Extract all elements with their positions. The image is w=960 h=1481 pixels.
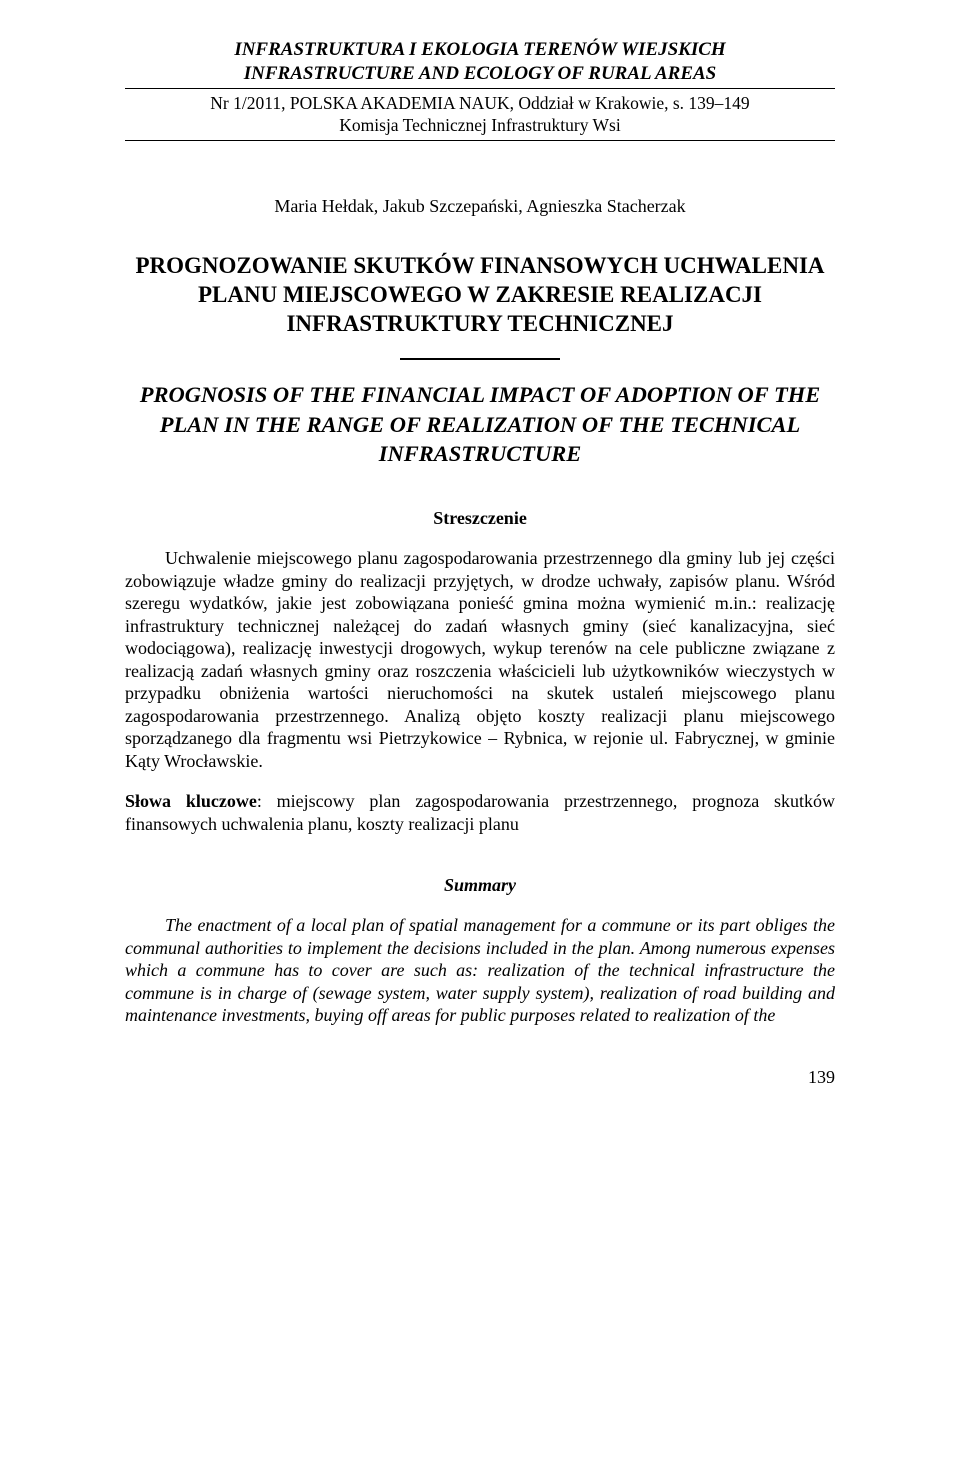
abstract-heading: Streszczenie — [125, 508, 835, 529]
title-divider — [400, 358, 560, 360]
keywords: Słowa kluczowe: miejscowy plan zagospoda… — [125, 790, 835, 835]
journal-issue-line2: Komisja Technicznej Infrastruktury Wsi — [125, 114, 835, 137]
journal-title: INFRASTRUKTURA I EKOLOGIA TERENÓW WIEJSK… — [125, 38, 835, 86]
page-number: 139 — [125, 1067, 835, 1088]
journal-issue-block: Nr 1/2011, POLSKA AKADEMIA NAUK, Oddział… — [125, 88, 835, 142]
journal-issue-line1: Nr 1/2011, POLSKA AKADEMIA NAUK, Oddział… — [125, 92, 835, 115]
journal-title-line2: INFRASTRUCTURE AND ECOLOGY OF RURAL AREA… — [125, 62, 835, 86]
journal-title-line1: INFRASTRUKTURA I EKOLOGIA TERENÓW WIEJSK… — [125, 38, 835, 62]
summary-body: The enactment of a local plan of spatial… — [125, 914, 835, 1027]
summary-heading: Summary — [125, 875, 835, 896]
keywords-label: Słowa kluczowe — [125, 791, 257, 811]
abstract-body: Uchwalenie miejscowego planu zagospodaro… — [125, 547, 835, 772]
title-polish: PROGNOZOWANIE SKUTKÓW FINANSOWYCH UCHWAL… — [125, 252, 835, 338]
authors: Maria Hełdak, Jakub Szczepański, Agniesz… — [125, 196, 835, 217]
title-english: PROGNOSIS OF THE FINANCIAL IMPACT OF ADO… — [125, 380, 835, 468]
